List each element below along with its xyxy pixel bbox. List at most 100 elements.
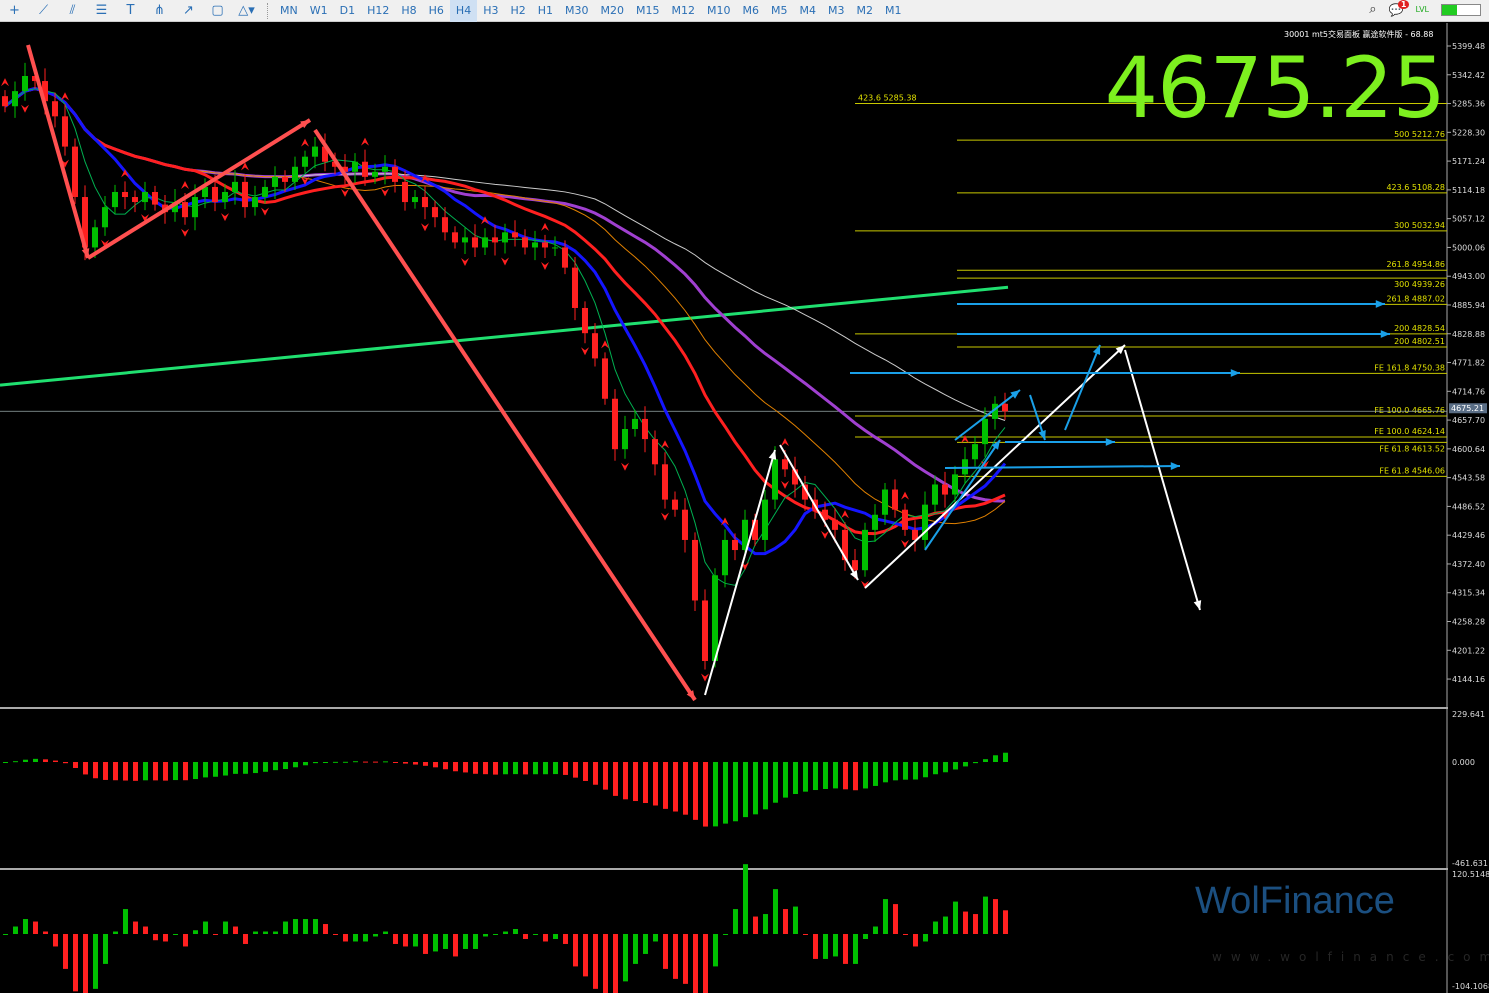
text-icon[interactable]: T [126,3,135,18]
oscillator-tick-label: 229.641 [1452,710,1485,719]
macd-histogram-bar [863,762,868,789]
pitchfork-icon[interactable]: ⋔ [154,3,165,18]
oscillator-histogram-bar [453,934,458,957]
price-tick-label: 5171.24 [1452,157,1485,166]
candle-body [272,176,278,187]
oscillator-histogram-bar [903,934,908,935]
timeframe-h8[interactable]: H8 [401,3,417,17]
macd-histogram-bar [633,762,638,802]
price-tick-label: 4315.34 [1452,589,1485,598]
timeframe-h12[interactable]: H12 [367,3,390,17]
arrow-blue [924,439,1001,551]
candle-body [852,560,858,571]
fibonacci-icon[interactable]: ☰ [95,3,108,18]
price-tick-label: 4429.46 [1452,531,1485,540]
timeframe-m5[interactable]: M5 [771,3,788,17]
oscillator-histogram-bar [403,934,408,947]
oscillator-histogram-bar [843,934,848,964]
fractal-down-marker [661,512,669,521]
fractal-up-marker [781,438,789,447]
search-icon[interactable]: ⌕ [1369,2,1377,17]
timeframe-w1[interactable]: W1 [309,3,328,17]
macd-histogram-bar [683,762,688,815]
candle-body [902,509,908,530]
candle-body [122,191,128,198]
timeframe-m10[interactable]: M10 [707,3,731,17]
timeframe-m30[interactable]: M30 [565,3,589,17]
candle-body [202,186,208,198]
oscillator-histogram-bar [183,934,188,947]
macd-histogram-bar [13,761,18,763]
shapes-icon[interactable]: △▾ [238,3,255,18]
fractal-down-marker [101,239,109,248]
candle-body [232,181,238,192]
candle-body [292,166,298,182]
cursor-icon[interactable]: + [9,3,20,18]
timeframe-m1[interactable]: M1 [885,3,902,17]
channel-icon[interactable]: ⫽ [69,3,76,18]
arrow-blue-head [1170,462,1180,470]
arrow-white-head [850,570,858,580]
timeframe-mn[interactable]: MN [280,3,298,17]
timeframe-h4[interactable]: H4 [449,0,478,22]
candle-body [622,429,628,450]
arrow-red [86,118,312,260]
candle-body [692,539,698,601]
timeframe-h6[interactable]: H6 [428,3,444,17]
timeframe-m15[interactable]: M15 [636,3,660,17]
macd-histogram-bar [613,762,618,796]
oscillator-histogram-bar [253,931,258,934]
macd-histogram-bar [243,762,248,774]
candle-body [372,171,378,177]
fractal-up-marker [121,169,129,178]
rectangle-icon[interactable]: ▢ [211,3,224,18]
chart-area[interactable]: 5399.48 5342.42 5285.36 5228.30 5171.24 5114.… [0,23,1489,993]
timeframe-d1[interactable]: D1 [339,3,356,17]
fractal-down-marker [861,580,869,589]
timeframe-m4[interactable]: M4 [799,3,817,17]
macd-histogram-bar [803,762,808,792]
price-tick-label: 4828.88 [1452,330,1485,339]
timeframe-m12[interactable]: M12 [671,3,696,17]
candle-body [542,242,548,248]
macd-histogram-bar [873,762,878,786]
fib-level-label: 300 5032.94 [1394,221,1445,230]
oscillator-histogram-bar [43,931,48,934]
timeframe-h2[interactable]: H2 [510,3,526,17]
price-tick-label: 5114.18 [1452,186,1485,195]
trendline-icon[interactable]: ⟋ [38,3,49,18]
oscillator-histogram-bar [503,931,508,934]
macd-histogram-bar [773,762,778,803]
macd-histogram-bar [623,762,628,800]
macd-histogram-bar [703,762,708,827]
macd-histogram-bar [833,762,838,789]
signal-icon[interactable]: LVL [1415,5,1429,14]
macd-histogram-bar [213,762,218,777]
oscillator-histogram-bar [983,896,988,934]
oscillator-histogram-bar [953,901,958,934]
timeframe-h1[interactable]: H1 [537,3,554,17]
timeframe-m20[interactable]: M20 [600,3,625,17]
macd-histogram-bar [183,762,188,781]
timeframe-m3[interactable]: M3 [828,3,845,17]
oscillator-histogram-bar [283,921,288,934]
macd-histogram-bar [813,762,818,791]
candle-body [262,186,268,198]
oscillator-histogram-bar [823,934,828,959]
price-tick-label: 4486.52 [1452,502,1485,511]
oscillator-histogram-bar [13,926,18,934]
macd-histogram-bar [253,762,258,774]
candle-body [972,444,978,460]
macd-histogram-bar [553,762,558,775]
oscillator-histogram-bar [543,934,548,942]
candle-body [822,509,828,520]
timeframe-m2[interactable]: M2 [856,3,874,17]
oscillator-histogram-bar [943,916,948,934]
timeframe-h3[interactable]: H3 [483,3,499,17]
notification-icon[interactable]: 💬 1 [1389,0,1410,17]
candle-body [382,166,388,172]
candle-body [842,529,848,561]
arrow-icon[interactable]: ↗ [183,3,194,18]
timeframe-m6[interactable]: M6 [742,3,760,17]
candle-body [402,181,408,203]
